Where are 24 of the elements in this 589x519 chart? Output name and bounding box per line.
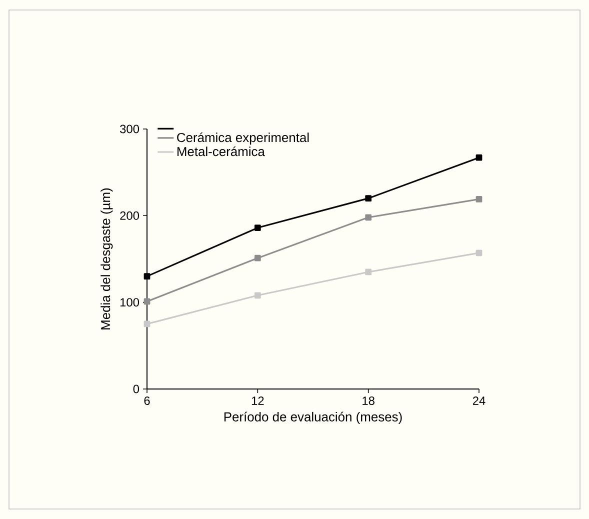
legend-label: Cerámica experimental bbox=[177, 132, 309, 145]
y-tick-label: 300 bbox=[120, 124, 140, 134]
point bbox=[365, 268, 372, 276]
legend-label: Metal-cerámica bbox=[177, 146, 265, 156]
y-tick-label: 0 bbox=[133, 384, 140, 394]
point bbox=[476, 196, 482, 202]
point bbox=[144, 320, 150, 328]
point bbox=[254, 224, 261, 231]
point bbox=[365, 195, 372, 202]
x-tick-label: 24 bbox=[472, 396, 486, 405]
y-tick-label: 200 bbox=[120, 211, 140, 220]
x-axis-title: Período de evaluación (meses) bbox=[224, 412, 402, 424]
x-tick-label: 18 bbox=[362, 396, 374, 405]
point bbox=[254, 292, 261, 299]
point bbox=[144, 273, 150, 280]
x-tick-label: 12 bbox=[252, 396, 264, 405]
point bbox=[254, 254, 261, 262]
point bbox=[365, 214, 372, 221]
point bbox=[476, 250, 482, 256]
point bbox=[476, 154, 482, 161]
point bbox=[144, 298, 150, 305]
x-tick-label: 6 bbox=[144, 396, 150, 405]
y-tick-label: 100 bbox=[120, 298, 140, 307]
y-axis-title: Media del desgaste (µm) bbox=[100, 188, 113, 330]
